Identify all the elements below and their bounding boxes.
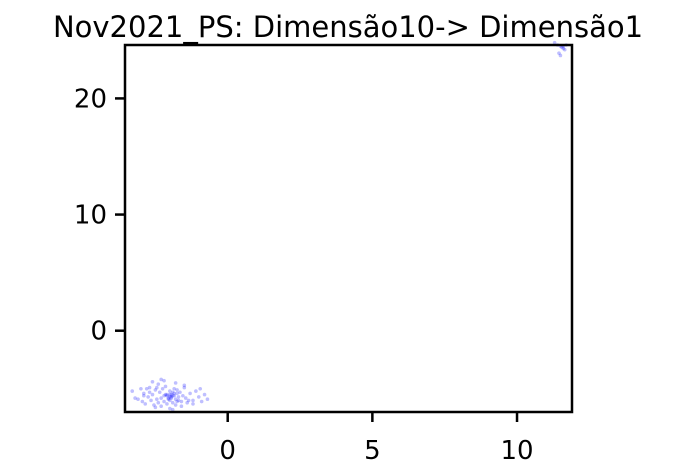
- data-point: [150, 392, 155, 397]
- data-point: [170, 393, 175, 398]
- data-point: [173, 403, 178, 407]
- data-point: [146, 395, 150, 399]
- data-point: [168, 406, 172, 411]
- data-point: [163, 392, 168, 397]
- data-point: [159, 396, 163, 400]
- data-point: [185, 400, 190, 405]
- data-point: [159, 404, 163, 408]
- data-point: [191, 398, 195, 403]
- data-point: [178, 390, 182, 395]
- data-point: [162, 393, 166, 398]
- data-point: [163, 384, 168, 389]
- data-point: [175, 391, 179, 396]
- data-point: [168, 392, 172, 397]
- data-point: [170, 390, 175, 395]
- data-point: [558, 53, 563, 58]
- y-tick-label: 0: [90, 317, 107, 347]
- data-point: [136, 397, 140, 402]
- data-point: [560, 45, 564, 50]
- data-point: [169, 395, 174, 399]
- x-tick-label: 10: [500, 436, 533, 466]
- data-point: [162, 399, 166, 404]
- data-point: [173, 397, 178, 402]
- data-point: [170, 407, 175, 412]
- data-point: [143, 402, 148, 406]
- data-point: [172, 386, 176, 391]
- x-tick-label: 5: [364, 436, 381, 466]
- data-point: [199, 399, 204, 404]
- data-point: [165, 393, 169, 398]
- data-point: [150, 380, 155, 384]
- data-point: [130, 389, 135, 393]
- y-tick-label: 20: [74, 84, 107, 114]
- data-point: [140, 399, 145, 404]
- data-point: [159, 377, 163, 382]
- data-point: [205, 397, 210, 402]
- data-point: [142, 391, 146, 396]
- data-point: [191, 402, 195, 406]
- data-point: [552, 40, 557, 45]
- data-point: [160, 386, 165, 391]
- data-point: [133, 396, 137, 400]
- chart-title: Nov2021_PS: Dimensão10-> Dimensão1: [53, 10, 643, 44]
- data-point: [183, 396, 188, 400]
- data-point: [194, 389, 198, 393]
- scatter-points: [130, 40, 569, 412]
- data-point: [155, 397, 159, 402]
- data-point: [181, 393, 185, 398]
- data-point: [168, 398, 172, 403]
- data-point: [172, 393, 176, 398]
- data-point: [152, 403, 156, 407]
- data-point: [179, 399, 184, 404]
- data-point: [188, 391, 192, 396]
- data-point: [165, 392, 169, 397]
- data-point: [168, 395, 172, 399]
- data-point: [182, 385, 187, 390]
- data-point: [166, 397, 171, 402]
- data-point: [147, 385, 152, 390]
- data-point: [182, 383, 187, 388]
- data-point: [196, 395, 201, 399]
- data-point: [175, 399, 179, 404]
- y-tick-label: 10: [74, 201, 107, 231]
- x-tick-label: 0: [219, 436, 236, 466]
- data-point: [169, 396, 174, 400]
- data-point: [155, 385, 159, 390]
- data-point: [153, 388, 158, 392]
- data-point: [198, 386, 203, 391]
- axis-ticks: 0 5 10 0 10 20: [74, 84, 534, 466]
- data-point: [166, 396, 171, 400]
- data-point: [176, 395, 181, 399]
- data-point: [202, 392, 207, 397]
- data-point: [179, 404, 184, 408]
- data-point: [156, 400, 161, 405]
- data-point: [153, 405, 158, 410]
- data-point: [157, 390, 162, 395]
- data-point: [168, 389, 172, 393]
- data-point: [175, 388, 179, 392]
- data-point: [169, 392, 174, 397]
- data-point: [170, 400, 175, 405]
- data-point: [176, 398, 181, 403]
- data-point: [144, 386, 149, 391]
- plot-frame: [123, 43, 574, 414]
- data-point: [173, 381, 178, 385]
- data-point: [186, 398, 191, 403]
- data-point: [165, 402, 169, 406]
- data-point: [562, 47, 567, 52]
- data-point: [142, 393, 146, 398]
- data-point: [172, 391, 176, 396]
- data-point: [147, 390, 152, 395]
- data-point: [156, 382, 161, 386]
- data-point: [561, 46, 566, 51]
- data-point: [162, 378, 166, 383]
- data-point: [139, 386, 143, 391]
- data-point: [149, 398, 153, 403]
- data-point: [557, 51, 561, 55]
